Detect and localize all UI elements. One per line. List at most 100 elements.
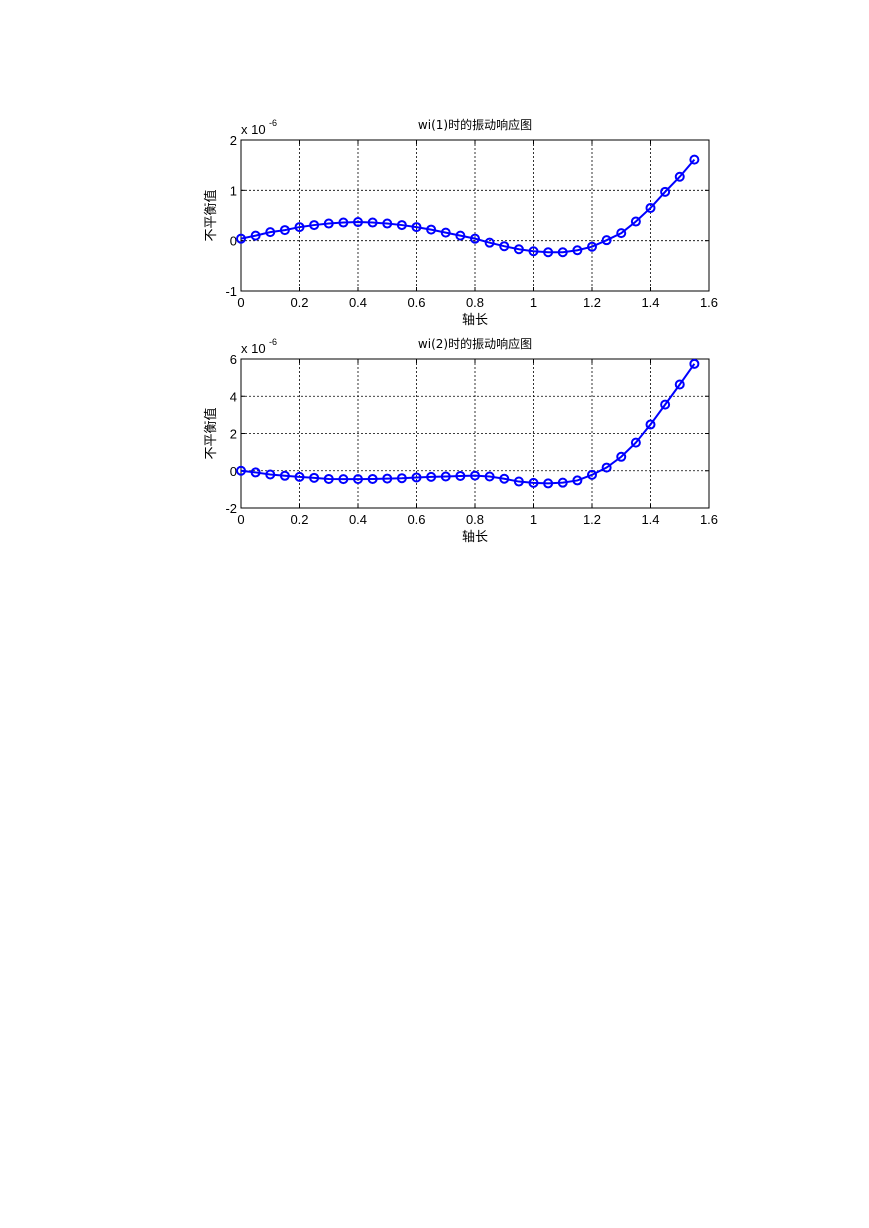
data-point — [660, 399, 671, 410]
data-point — [645, 202, 656, 213]
data-point — [674, 171, 685, 182]
x-tick-label: 1 — [530, 512, 537, 527]
data-point — [396, 473, 407, 484]
data-point — [557, 247, 568, 258]
data-point — [674, 379, 685, 390]
data-point — [236, 233, 246, 244]
data-point — [338, 217, 349, 228]
y-axis-label: 不平衡值 — [203, 407, 219, 459]
x-tick-label: 0.8 — [466, 295, 484, 310]
exponent-power: -6 — [269, 337, 277, 347]
data-point — [601, 235, 612, 246]
y-tick-label: 0 — [230, 234, 237, 249]
data-point — [440, 227, 451, 238]
x-tick-label: 0.4 — [349, 295, 367, 310]
data-point — [367, 217, 378, 228]
series-line — [240, 158, 696, 254]
y-axis-label: 不平衡值 — [203, 189, 219, 241]
data-point — [411, 222, 422, 233]
exponent-power: -6 — [269, 118, 277, 128]
x-tick-label: 0 — [237, 295, 244, 310]
x-axis-label: 轴长 — [462, 313, 488, 328]
data-point — [470, 470, 480, 481]
data-point — [572, 475, 583, 486]
x-tick-label: 1.6 — [700, 295, 718, 310]
data-point — [528, 477, 539, 488]
data-point — [455, 230, 466, 241]
chart-title: wi(1)时的振动响应图 — [418, 117, 532, 132]
data-point — [309, 220, 320, 231]
y-tick-label: 4 — [230, 389, 237, 404]
series-line — [240, 363, 696, 485]
data-point — [528, 246, 539, 257]
data-point — [250, 230, 261, 241]
data-point — [411, 472, 422, 483]
x-tick-label: 1.6 — [700, 512, 718, 527]
data-point — [294, 471, 305, 482]
exponent-label: x 10 — [241, 341, 266, 356]
data-point — [338, 474, 349, 485]
data-point — [660, 186, 671, 197]
data-point — [587, 241, 597, 252]
data-point — [279, 225, 290, 236]
y-tick-label: 6 — [230, 352, 237, 367]
y-tick-label: 2 — [230, 427, 237, 442]
data-point — [484, 237, 495, 248]
data-point — [616, 451, 627, 462]
y-tick-label: 0 — [230, 464, 237, 479]
data-point — [382, 218, 393, 229]
data-point — [645, 419, 656, 430]
data-point — [513, 244, 524, 255]
data-point — [265, 227, 276, 238]
data-point — [543, 478, 554, 489]
x-tick-label: 1.2 — [583, 512, 601, 527]
x-tick-label: 0.6 — [407, 295, 425, 310]
data-point — [455, 470, 466, 481]
x-tick-label: 0.6 — [407, 512, 425, 527]
data-point — [601, 462, 612, 473]
x-tick-label: 0 — [237, 512, 244, 527]
data-point — [689, 154, 700, 165]
chart-title: wi(2)时的振动响应图 — [418, 336, 532, 351]
y-tick-label: -2 — [225, 501, 237, 516]
data-point — [513, 476, 524, 487]
data-point — [426, 471, 437, 482]
y-tick-label: 2 — [230, 133, 237, 148]
data-point — [587, 469, 597, 480]
data-point — [353, 474, 363, 485]
y-tick-label: 1 — [230, 183, 237, 198]
data-point — [499, 473, 510, 484]
data-point — [630, 216, 641, 227]
data-point — [499, 241, 510, 252]
data-point — [265, 469, 276, 480]
data-point — [250, 467, 261, 478]
x-tick-label: 1 — [530, 295, 537, 310]
data-point — [236, 465, 246, 476]
data-point — [484, 471, 495, 482]
data-point — [440, 471, 451, 482]
data-point — [543, 247, 554, 258]
data-point — [279, 470, 290, 481]
data-point — [382, 473, 393, 484]
x-tick-label: 1.4 — [641, 295, 659, 310]
x-tick-label: 0.4 — [349, 512, 367, 527]
data-point — [426, 224, 437, 235]
y-tick-label: -1 — [225, 284, 237, 299]
exponent-label: x 10 — [241, 122, 266, 137]
data-point — [353, 217, 363, 228]
x-axis-label: 轴长 — [462, 530, 488, 545]
x-tick-label: 0.2 — [290, 295, 308, 310]
data-point — [557, 477, 568, 488]
x-tick-label: 1.2 — [583, 295, 601, 310]
data-point — [309, 472, 320, 483]
data-point — [396, 220, 407, 231]
x-tick-label: 1.4 — [641, 512, 659, 527]
data-point — [572, 245, 583, 256]
data-point — [689, 358, 700, 369]
data-point — [294, 222, 305, 233]
x-tick-label: 0.8 — [466, 512, 484, 527]
data-point — [323, 473, 334, 484]
